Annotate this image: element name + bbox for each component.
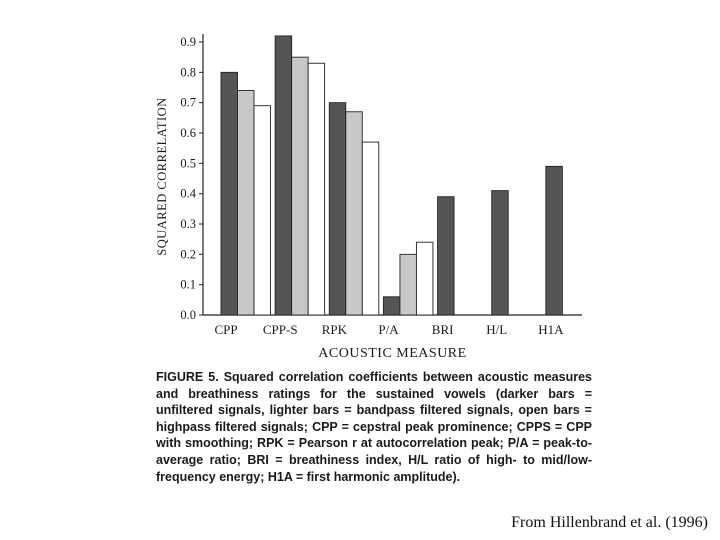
y-tick-label: 0.5 bbox=[180, 156, 196, 170]
y-tick-label: 0.6 bbox=[180, 126, 196, 140]
y-tick-label: 0.2 bbox=[180, 247, 196, 261]
y-tick-label: 0.3 bbox=[180, 217, 196, 231]
bar bbox=[328, 102, 347, 316]
x-tick-label: P/A bbox=[378, 322, 399, 337]
y-tick-label: 0.0 bbox=[180, 308, 196, 322]
bar bbox=[491, 190, 509, 316]
y-tick-label: 0.9 bbox=[180, 35, 196, 49]
bar bbox=[274, 35, 293, 316]
chart-labels: 0.0 0.1 0.2 0.3 0.4 0.5 0.6 0.7 0.8 0.9 CPP CPP-S RP… bbox=[155, 35, 564, 361]
bar bbox=[291, 56, 309, 316]
y-tick-label: 0.7 bbox=[180, 96, 196, 110]
bar bbox=[361, 141, 380, 316]
bar bbox=[437, 196, 455, 316]
x-tick-label: RPK bbox=[322, 322, 348, 337]
y-axis-title: SQUARED CORRELATION bbox=[155, 97, 169, 255]
chart-bars bbox=[220, 35, 563, 316]
bar bbox=[220, 71, 238, 316]
bar bbox=[415, 241, 434, 316]
x-axis-title: ACOUSTIC MEASURE bbox=[318, 346, 466, 361]
bar bbox=[382, 296, 401, 316]
x-tick-label: BRI bbox=[432, 322, 454, 337]
bar bbox=[237, 90, 255, 316]
figure-caption-text: Squared correlation coefficients between… bbox=[156, 370, 592, 484]
bar-chart: 0.0 0.1 0.2 0.3 0.4 0.5 0.6 0.7 0.8 0.9 CPP CPP-S RP… bbox=[155, 34, 582, 361]
bar bbox=[545, 165, 563, 316]
x-tick-label: H1A bbox=[538, 322, 564, 337]
bar bbox=[307, 62, 326, 316]
figure-caption-label: FIGURE 5. bbox=[156, 370, 219, 384]
y-tick-label: 0.4 bbox=[180, 187, 196, 201]
x-tick-label: CPP bbox=[215, 322, 238, 337]
source-credit: From Hillenbrand et al. (1996) bbox=[511, 514, 708, 531]
y-tick-label: 0.8 bbox=[180, 65, 196, 79]
x-tick-label: H/L bbox=[486, 322, 507, 337]
y-tick-label: 0.1 bbox=[180, 278, 196, 292]
figure-caption: FIGURE 5. Squared correlation coefficien… bbox=[156, 369, 592, 485]
bar bbox=[253, 105, 271, 316]
bar bbox=[399, 253, 417, 316]
x-tick-label: CPP-S bbox=[263, 322, 298, 337]
bar bbox=[345, 111, 363, 316]
